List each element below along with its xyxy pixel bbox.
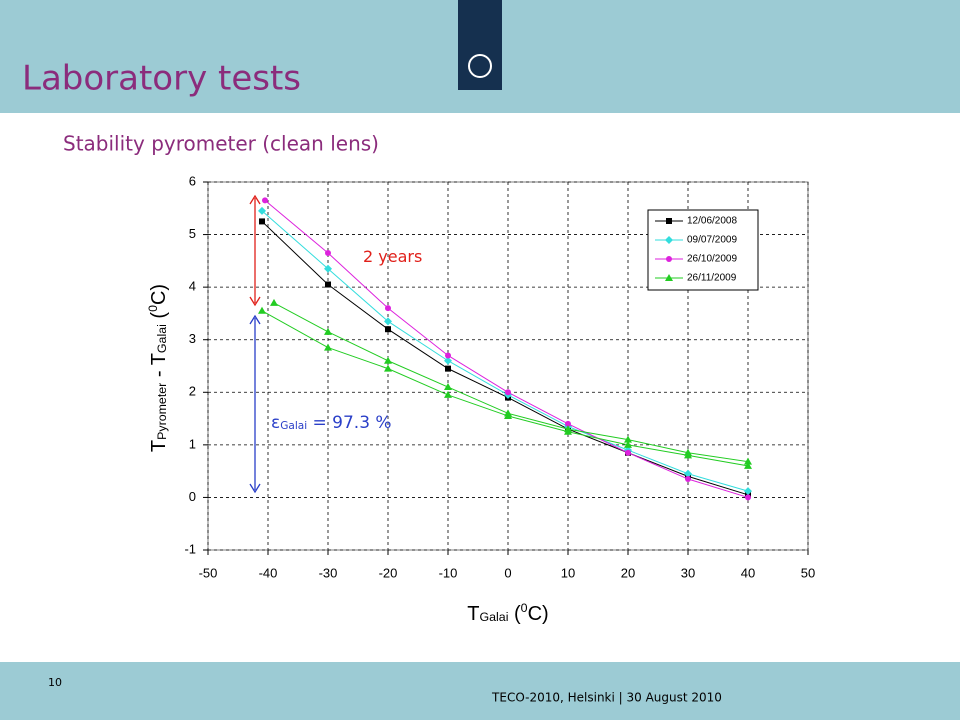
slide-subtitle: Stability pyrometer (clean lens) — [63, 132, 379, 156]
y-tick-label: 3 — [189, 331, 196, 346]
marker — [505, 389, 511, 396]
x-tick-label: 20 — [621, 565, 635, 580]
marker — [666, 218, 672, 224]
chart: -50 -40 -30 -20 -10 0 10 20 30 40 50-10123456TGala… — [146, 173, 816, 625]
label-part: - T — [148, 353, 170, 383]
slide-title: Laboratory tests — [22, 59, 301, 99]
marker — [665, 274, 673, 281]
marker — [324, 264, 332, 273]
y-tick-label: 0 — [189, 489, 196, 504]
annotation: 2 years — [363, 247, 422, 266]
marker — [665, 236, 673, 244]
x-tick-label: -40 — [259, 565, 278, 580]
marker — [270, 298, 278, 306]
marker — [684, 469, 692, 478]
blue-arrowhead — [249, 314, 261, 325]
page-number: 10 — [48, 676, 62, 689]
marker — [262, 197, 268, 204]
label-part: 0 — [146, 305, 160, 312]
marker — [445, 352, 451, 359]
logo-emblem — [468, 54, 492, 78]
marker — [744, 457, 752, 465]
y-tick-label: 2 — [189, 384, 196, 399]
label-part: = 97.3 % — [307, 413, 391, 433]
marker — [624, 435, 632, 443]
red-arrowhead — [249, 296, 261, 307]
marker — [258, 206, 266, 215]
x-tick-label: -30 — [319, 565, 338, 580]
x-tick-label: 10 — [561, 565, 575, 580]
logo — [458, 0, 502, 90]
x-tick-label: -20 — [379, 565, 398, 580]
marker — [384, 356, 392, 364]
label-part: Galai — [480, 610, 509, 624]
x-tick-label: 0 — [504, 565, 511, 580]
label-part: C) — [528, 603, 549, 625]
x-axis-label: TGalai (0C) — [467, 601, 548, 626]
label-part: Pyrometer — [155, 383, 169, 440]
marker — [666, 256, 672, 262]
marker — [744, 487, 752, 496]
y-tick-label: 6 — [189, 173, 196, 188]
y-tick-label: -1 — [184, 541, 196, 556]
marker — [325, 281, 331, 288]
x-tick-label: -50 — [199, 565, 218, 580]
label-part: 2 years — [363, 247, 422, 266]
label-part: Galai — [155, 324, 169, 353]
marker — [444, 383, 452, 391]
marker — [564, 425, 572, 433]
label-part: ε — [271, 413, 280, 433]
blue-arrowhead — [249, 483, 261, 494]
x-tick-label: 40 — [741, 565, 755, 580]
footer-band — [0, 662, 960, 720]
label-part: T — [148, 440, 170, 452]
marker — [745, 494, 751, 501]
marker — [259, 218, 265, 225]
marker — [445, 365, 451, 372]
legend-label: 26/10/2009 — [687, 254, 737, 265]
annotation: εGalai = 97.3 % — [271, 413, 392, 433]
legend-label: 12/06/2008 — [687, 216, 737, 227]
label-part: Galai — [280, 420, 307, 432]
marker — [258, 306, 266, 314]
marker — [625, 449, 631, 456]
marker — [444, 390, 452, 398]
y-axis-label: TPyrometer - TGalai (0C) — [146, 284, 171, 452]
label-part: ( — [508, 603, 521, 625]
marker — [324, 327, 332, 335]
label-part: T — [467, 603, 479, 625]
legend: 12/06/2008 09/07/2009 26/10/2009 26/11/2009 — [647, 209, 759, 291]
y-tick-label: 1 — [189, 436, 196, 451]
marker — [324, 343, 332, 351]
x-tick-label: 30 — [681, 565, 695, 580]
marker — [565, 420, 571, 427]
label-part: ( — [148, 312, 170, 325]
marker — [384, 317, 392, 326]
marker — [684, 448, 692, 456]
marker — [325, 249, 331, 256]
x-tick-label: 50 — [801, 565, 815, 580]
label-part: C) — [148, 284, 170, 305]
label-part: 0 — [521, 601, 528, 615]
marker — [385, 326, 391, 333]
x-tick-label: -10 — [439, 565, 458, 580]
y-tick-label: 5 — [189, 226, 196, 241]
red-arrowhead — [249, 194, 261, 205]
marker — [624, 440, 632, 448]
marker — [504, 409, 512, 417]
marker — [685, 476, 691, 483]
marker — [385, 305, 391, 312]
marker — [384, 364, 392, 372]
legend-label: 09/07/2009 — [687, 235, 737, 246]
footer-text: TECO-2010, Helsinki | 30 August 2010 — [491, 691, 722, 705]
marker — [744, 461, 752, 469]
marker — [444, 356, 452, 365]
y-tick-label: 4 — [189, 279, 196, 294]
legend-label: 26/11/2009 — [687, 273, 737, 284]
